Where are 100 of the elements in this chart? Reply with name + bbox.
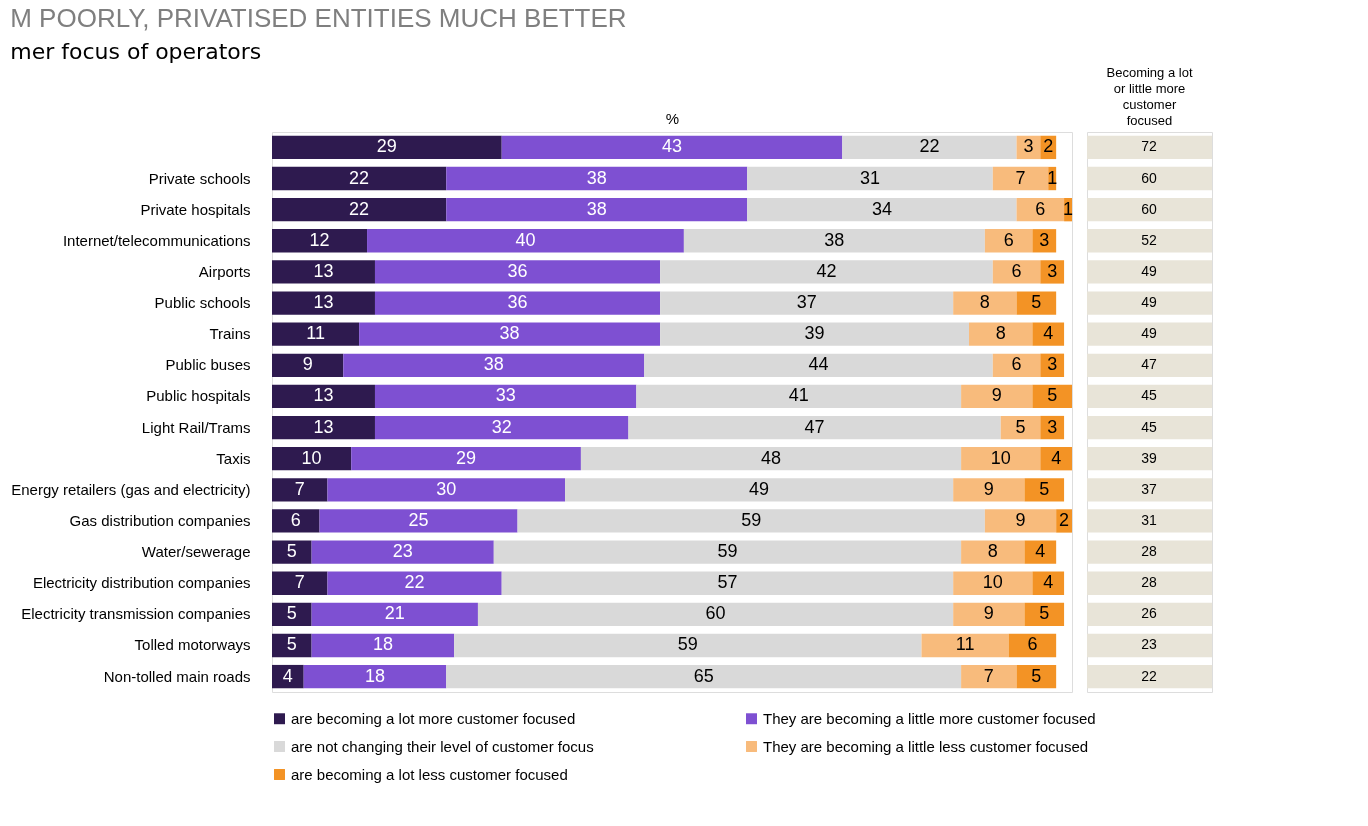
bar bbox=[984, 229, 1033, 253]
data-label: 5 bbox=[286, 634, 297, 655]
data-label: 13 bbox=[313, 292, 334, 313]
data-label: 18 bbox=[364, 665, 385, 686]
bar bbox=[747, 197, 1017, 222]
data-label: 7 bbox=[294, 478, 305, 499]
y-tick-label: Non-tolled main roads bbox=[103, 667, 251, 685]
y-tick-label: Public schools bbox=[154, 294, 251, 312]
data-label: 7 bbox=[1015, 167, 1026, 188]
data-label: 33 bbox=[495, 385, 516, 406]
chart-subtitle: mer focus of operators bbox=[10, 38, 262, 64]
y-tick-label: Trains bbox=[209, 325, 251, 343]
data-label: 11 bbox=[306, 323, 325, 344]
data-label: 13 bbox=[313, 385, 334, 406]
data-label: 4 bbox=[282, 665, 293, 686]
data-label: 5 bbox=[1031, 665, 1042, 686]
bar bbox=[272, 197, 447, 222]
bar bbox=[272, 447, 352, 471]
bar bbox=[374, 384, 637, 409]
bar bbox=[343, 353, 645, 377]
bar bbox=[446, 664, 962, 689]
bar bbox=[311, 633, 455, 658]
bar bbox=[1024, 478, 1065, 502]
bar bbox=[303, 664, 447, 689]
bar bbox=[953, 602, 1025, 627]
data-label: 40 bbox=[515, 229, 536, 250]
data-label: 22 bbox=[349, 198, 370, 219]
bar bbox=[660, 291, 954, 315]
bar bbox=[446, 197, 748, 222]
bar bbox=[272, 384, 375, 409]
legend-label: They are becoming a little less customer focused bbox=[763, 737, 1089, 755]
data-label: 7 bbox=[983, 665, 994, 686]
data-label: 6 bbox=[1011, 260, 1022, 281]
data-label: 9 bbox=[1015, 509, 1026, 530]
bar bbox=[454, 633, 922, 658]
data-label: 13 bbox=[313, 416, 334, 437]
text: 52 bbox=[1141, 231, 1157, 248]
data-label: 59 bbox=[717, 541, 738, 562]
bar bbox=[1032, 322, 1065, 346]
data-label: 8 bbox=[995, 323, 1006, 344]
data-label: 38 bbox=[499, 323, 520, 344]
bar bbox=[992, 166, 1049, 191]
bar bbox=[272, 478, 328, 502]
data-label: 2 bbox=[1043, 136, 1054, 157]
bar bbox=[1032, 384, 1072, 409]
text: 39 bbox=[1141, 449, 1157, 466]
legend-label: are becoming a lot less customer focused bbox=[291, 765, 568, 783]
data-label: 4 bbox=[1051, 447, 1062, 468]
y-tick-label: Taxis bbox=[216, 449, 251, 467]
bar bbox=[272, 166, 447, 191]
bar bbox=[953, 291, 1017, 315]
y-tick-label: Public buses bbox=[165, 356, 251, 374]
bar bbox=[1024, 602, 1065, 627]
chart-title: M POORLY, PRIVATISED ENTITIES MUCH BETTER bbox=[10, 2, 627, 33]
bar bbox=[747, 166, 993, 191]
data-label: 12 bbox=[309, 229, 330, 250]
bar bbox=[1032, 571, 1065, 595]
data-label: 5 bbox=[286, 603, 297, 624]
data-label: 10 bbox=[990, 447, 1011, 468]
bar bbox=[351, 447, 581, 471]
bar bbox=[961, 447, 1041, 471]
bar bbox=[501, 135, 843, 160]
data-label: 6 bbox=[1003, 229, 1014, 250]
data-label: 5 bbox=[1047, 385, 1058, 406]
data-label: 9 bbox=[983, 603, 994, 624]
legend-label: are becoming a lot more customer focused bbox=[291, 709, 576, 727]
data-label: 42 bbox=[816, 260, 837, 281]
data-label: 38 bbox=[586, 167, 607, 188]
bar bbox=[311, 540, 494, 564]
y-tick-label: Light Rail/Trams bbox=[141, 418, 251, 436]
y-tick-label: Private schools bbox=[148, 169, 251, 187]
data-label: 38 bbox=[586, 198, 607, 219]
bar bbox=[359, 322, 661, 346]
bar bbox=[961, 664, 1017, 689]
bar bbox=[1024, 540, 1057, 564]
data-label: 4 bbox=[1035, 541, 1046, 562]
data-label: 6 bbox=[1011, 354, 1022, 375]
bar bbox=[953, 478, 1025, 502]
bar bbox=[272, 540, 312, 564]
bar bbox=[1040, 260, 1065, 284]
legend-label: They are becoming a little more customer focused bbox=[763, 709, 1096, 727]
data-label: 5 bbox=[286, 541, 297, 562]
data-label: 3 bbox=[1023, 136, 1034, 157]
data-label: 10 bbox=[301, 447, 322, 468]
data-label: 39 bbox=[804, 323, 825, 344]
bar bbox=[446, 166, 748, 191]
bar bbox=[272, 229, 368, 253]
bar bbox=[921, 633, 1009, 658]
bar bbox=[961, 540, 1025, 564]
data-label: 38 bbox=[483, 354, 504, 375]
bar bbox=[319, 509, 518, 533]
data-label: 47 bbox=[804, 416, 825, 437]
data-label: 4 bbox=[1043, 323, 1054, 344]
data-label: 49 bbox=[749, 478, 770, 499]
data-label: 60 bbox=[705, 603, 726, 624]
data-label: 31 bbox=[860, 167, 881, 188]
data-label: 3 bbox=[1039, 229, 1050, 250]
y-tick-label: Electricity distribution companies bbox=[32, 574, 251, 592]
bar bbox=[272, 135, 502, 160]
bar bbox=[992, 260, 1041, 284]
